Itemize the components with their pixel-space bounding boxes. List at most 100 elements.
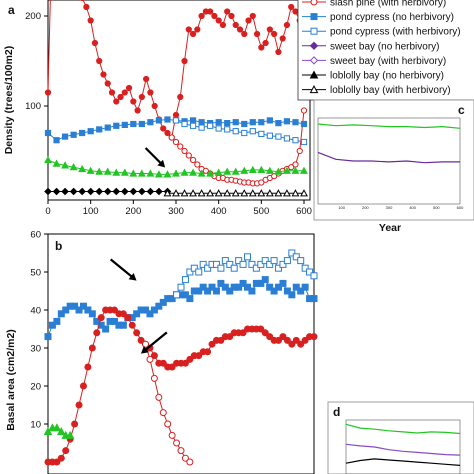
- panel-c-xtick-label: 100: [338, 205, 345, 210]
- panel-a-series-5-point: [274, 167, 283, 175]
- panel-b-series-2-point: [288, 249, 296, 257]
- panel-a-series-6-point: [146, 187, 155, 196]
- panel-b-series-1-point: [221, 283, 229, 291]
- panel-a-arrow-1-head: [157, 159, 166, 168]
- panel-b-series-3-point: [150, 352, 158, 360]
- panel-a-series-1-point: [44, 89, 52, 96]
- legend-entry: pond cypress (with herbivory): [302, 27, 461, 38]
- panel-a-series-5-point: [223, 167, 232, 175]
- panel-b-series-4-point: [164, 420, 172, 428]
- panel-a-series-1-point: [125, 84, 133, 92]
- panel-b-series-2-point: [230, 264, 238, 272]
- panel-b-series-4-point: [159, 409, 167, 417]
- panel-a-series-5: [44, 155, 308, 178]
- panel-d-plot-area: [345, 419, 461, 474]
- panel-a-series-5-point: [172, 169, 180, 177]
- panel-a-series-6-point: [103, 187, 112, 196]
- panel-a-series-6-point: [138, 187, 146, 196]
- panel-a-series-4-point: [266, 132, 273, 139]
- panel-b-series-2-point: [190, 264, 198, 272]
- panel-b-series-2-point: [226, 260, 234, 268]
- legend-entry: sweet bay (no herbivory): [302, 41, 440, 52]
- panel-b-ytick-label: 30: [30, 344, 41, 355]
- panel-a-series-6-point: [78, 187, 86, 196]
- panel-b-series-3-point: [71, 420, 79, 428]
- panel-c: c 100 200 300 400 500 600 Year: [313, 99, 474, 234]
- panel-a: a Density (trees/100m2) 100 200 0 100 200 30…: [3, 0, 312, 217]
- panel-a-series-4-point: [275, 133, 282, 140]
- panel-a-series-1-point: [211, 12, 218, 20]
- panel-b-series-3-point: [292, 336, 300, 344]
- panel-a-series-1-point: [215, 17, 222, 24]
- panel-a-series-1-point: [271, 30, 278, 38]
- panel-a-series-5-point: [197, 169, 206, 177]
- panel-a-series-3-point: [96, 126, 103, 133]
- panel-a-arrow-1: [144, 147, 166, 168]
- panel-b-series-5: [43, 423, 75, 439]
- panel-a-series-3-point: [266, 117, 273, 124]
- panel-a-xtick-label: 400: [211, 206, 227, 217]
- panel-b-series-1-point: [48, 321, 56, 329]
- panel-a-series-1-point: [87, 17, 94, 24]
- panel-a-series-1-point: [134, 107, 141, 114]
- panel-b-series-1-point: [57, 310, 65, 318]
- panel-b-series-3: [44, 306, 318, 466]
- panel-b-series-1-point: [208, 283, 216, 291]
- panel-b-series-1-point: [133, 310, 141, 318]
- panel-a-xtick-label: 0: [45, 206, 50, 217]
- panel-a-series-1-point: [232, 21, 239, 29]
- panel-a-ytick-label: 200: [25, 11, 41, 22]
- panel-a-series-7-point: [257, 189, 266, 197]
- panel-b-series-4-point: [150, 374, 158, 382]
- panel-a-series-3-point: [224, 120, 231, 127]
- panel-b-series-3-point: [310, 333, 318, 341]
- panel-b-series-4-point: [142, 340, 150, 348]
- panel-a-series-5-point: [52, 159, 61, 167]
- panel-b-series-1-point: [181, 291, 189, 299]
- panel-b-series-1-point: [301, 283, 309, 291]
- panel-a-series-5-point: [248, 165, 257, 173]
- panel-a-series-7-point: [206, 189, 215, 197]
- panel-a-series-5-point: [189, 168, 198, 176]
- panel-b-series-1-point: [199, 283, 207, 291]
- panel-b-series-1-point: [226, 287, 234, 295]
- legend-entry: sweet bay (with herbivory): [302, 56, 446, 67]
- panel-b-series-2-point: [235, 257, 243, 265]
- panel-a-series-1-point: [288, 3, 295, 11]
- panel-a-series-1-point: [253, 30, 261, 38]
- panel-b-series-3-point: [84, 363, 92, 371]
- panel-b-series-1-point: [88, 310, 96, 318]
- panel-a-series-2-point: [292, 161, 299, 168]
- panel-d-series-1: [345, 423, 461, 435]
- panel-b-series-4-point: [186, 458, 194, 466]
- panel-a-series-5-point: [120, 168, 129, 176]
- panel-c-xlabel: Year: [379, 222, 401, 234]
- panel-a-series-5-point: [206, 169, 215, 177]
- panel-d: d: [327, 401, 474, 474]
- panel-b-series-2-point: [257, 260, 265, 268]
- panel-a-series-7-point: [248, 189, 257, 197]
- panel-b-series-2-point: [195, 268, 203, 276]
- panel-b-label: b: [55, 239, 62, 253]
- legend-marker: [310, 13, 318, 21]
- panel-b-series-3-point: [53, 458, 61, 466]
- panel-a-series-1-point: [292, 8, 299, 15]
- panel-b-series-1-point: [44, 333, 52, 341]
- panel-b-series-4-point: [177, 447, 185, 455]
- panel-a-series-1-point: [108, 89, 116, 96]
- panel-a-series-4-point: [224, 126, 231, 133]
- panel-a-series-1-point: [91, 39, 99, 47]
- panel-a-series-5-point: [300, 166, 308, 174]
- panel-b-series-1-point: [155, 302, 163, 310]
- panel-a-series-1-point: [100, 71, 107, 78]
- panel-b-series-3-point: [217, 336, 225, 344]
- panel-a-series-7-point: [197, 189, 206, 197]
- panel-a-series-1-point: [96, 57, 103, 65]
- panel-a-series-1-point: [177, 93, 184, 101]
- panel-a-series-1-point: [113, 98, 120, 105]
- panel-b-series-1-point: [62, 306, 70, 314]
- panel-b-series-4-point: [173, 439, 181, 447]
- panel-a-series-5-point: [44, 155, 52, 164]
- panel-a-series-3-point: [258, 119, 265, 126]
- panel-a-series-1-point: [194, 26, 201, 33]
